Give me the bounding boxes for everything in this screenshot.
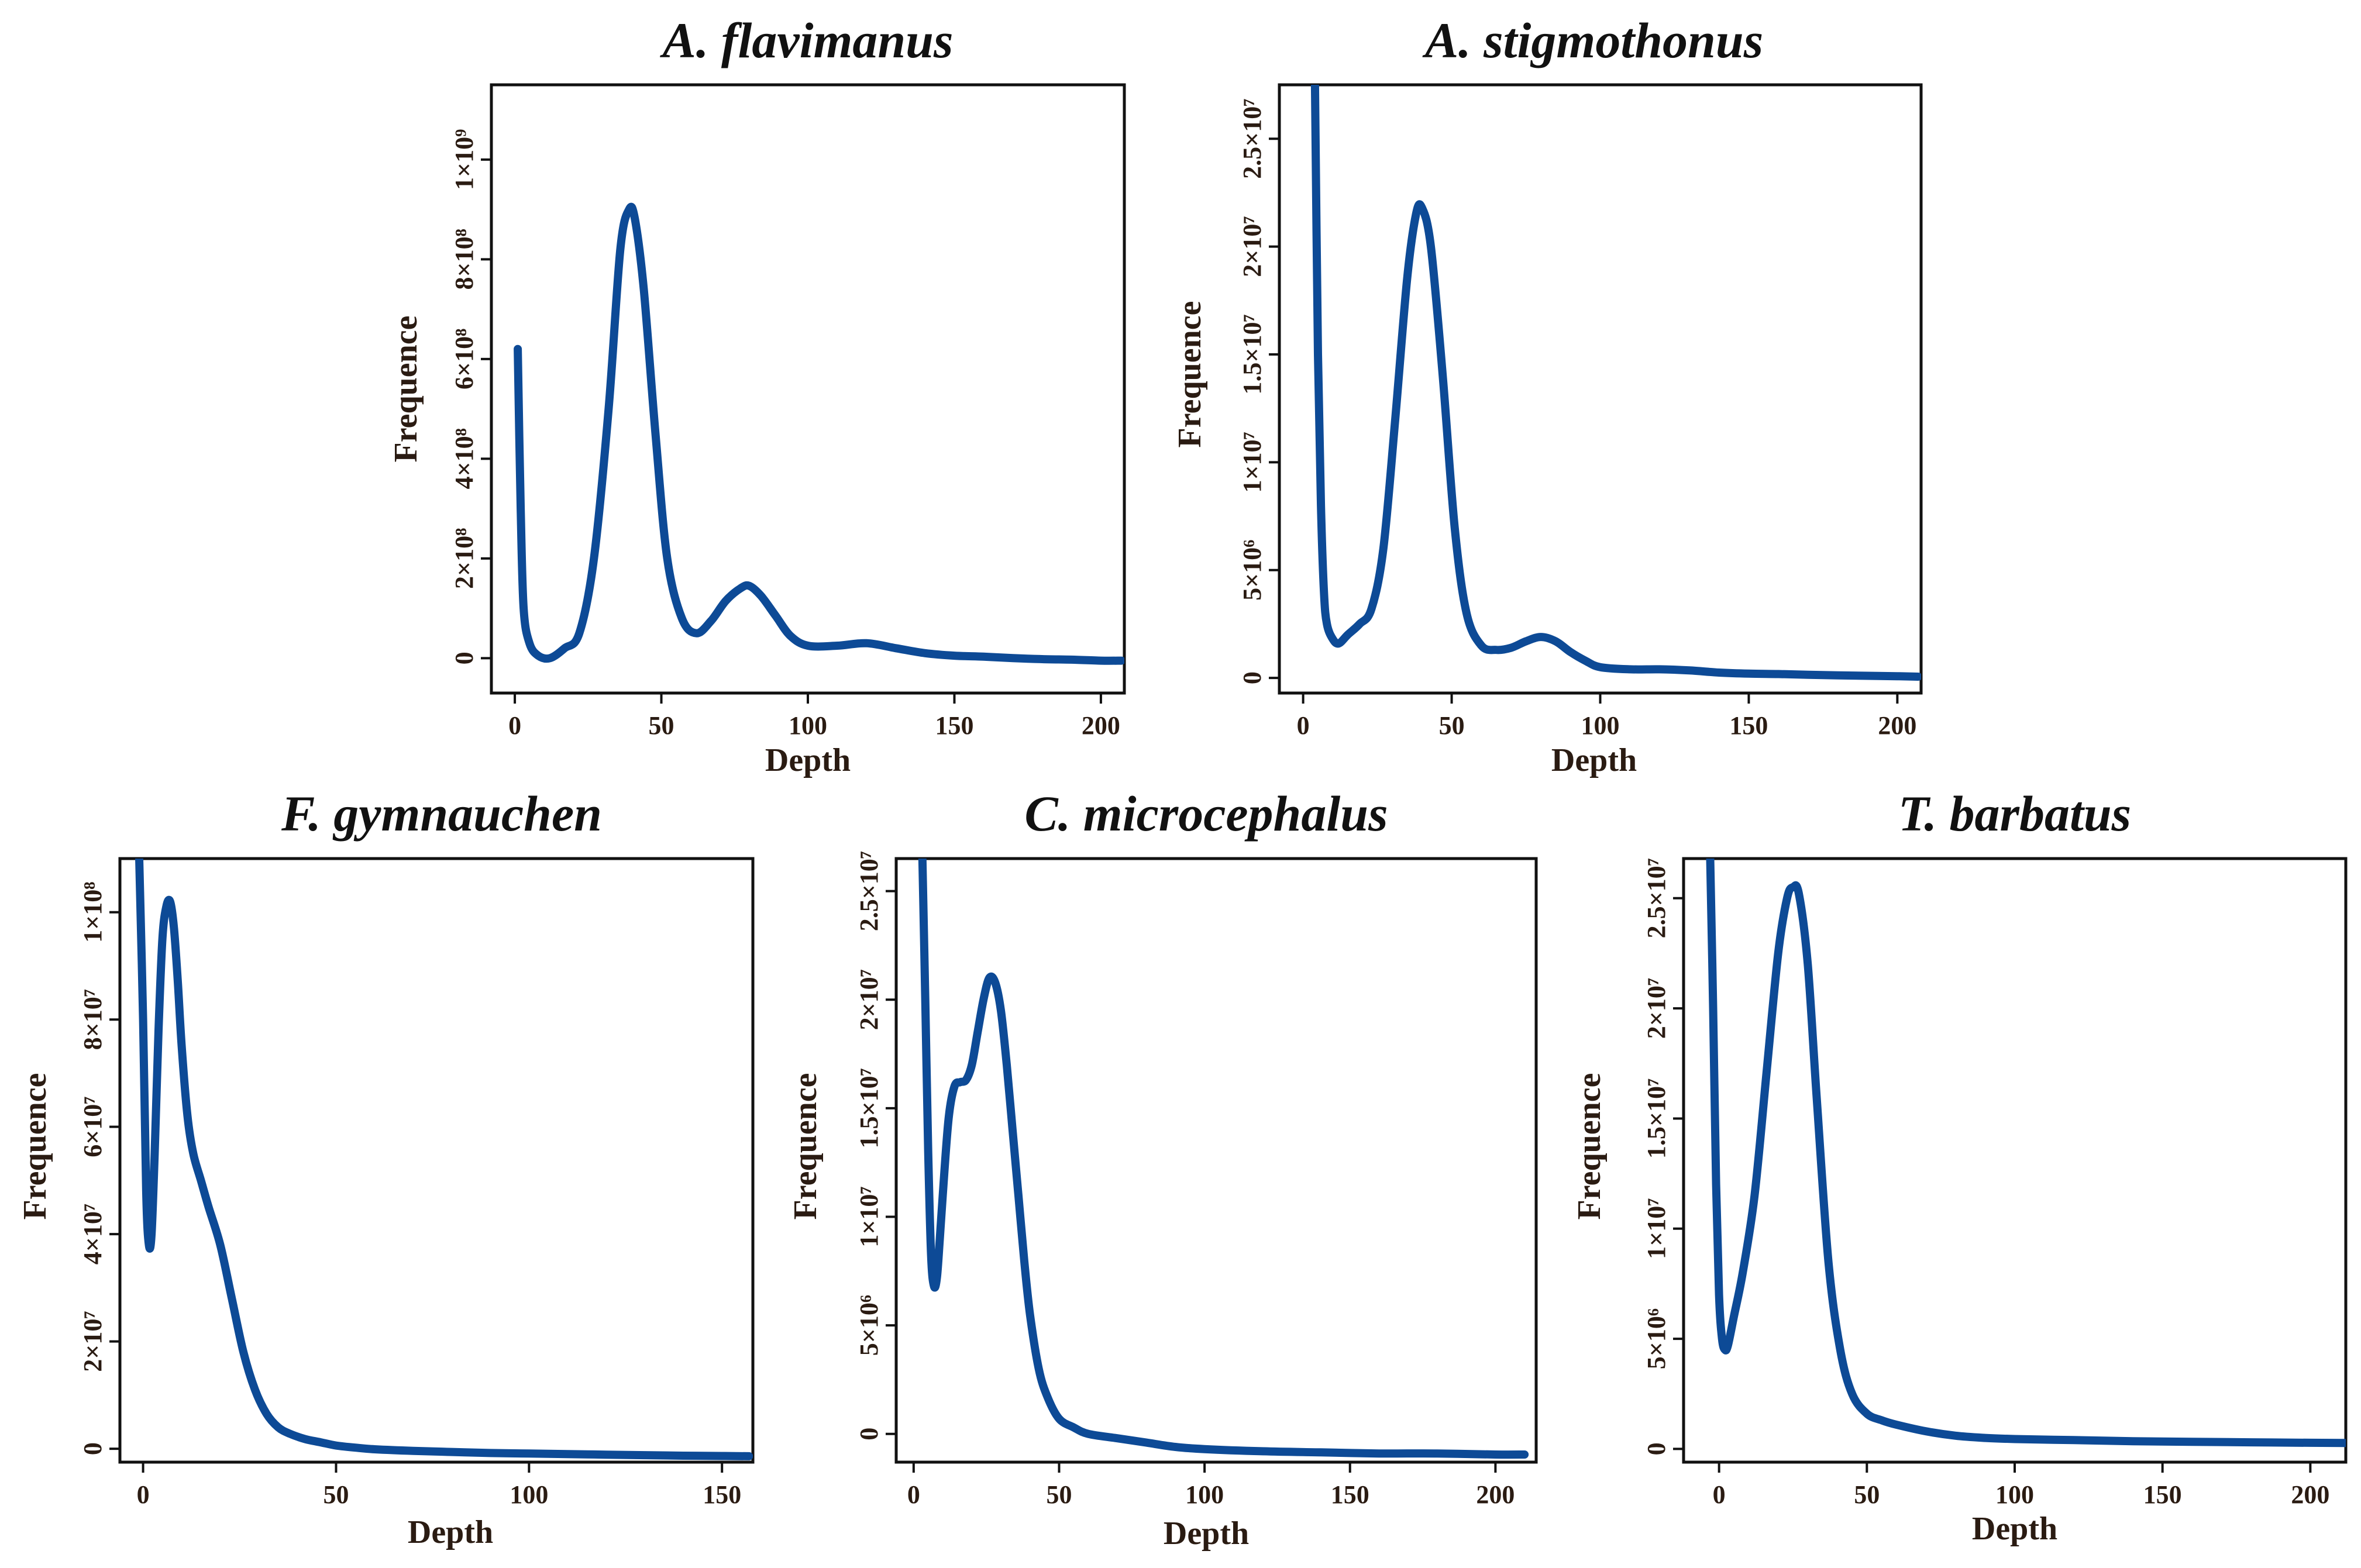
y-tick-label: 2×10⁷ <box>1642 978 1671 1039</box>
x-tick-label: 150 <box>1729 711 1768 740</box>
y-tick-label: 1×10⁸ <box>78 882 107 943</box>
y-tick-label: 1.5×10⁷ <box>1238 314 1266 394</box>
y-axis-label: Frequence <box>17 1073 53 1220</box>
y-axis-label: Frequence <box>1571 1073 1608 1220</box>
y-tick-label: 2.5×10⁷ <box>1238 99 1266 179</box>
y-tick-label: 0 <box>1238 671 1266 684</box>
x-tick-label: 200 <box>1082 711 1120 740</box>
x-tick-label: 50 <box>1439 711 1465 740</box>
y-tick-label: 8×10⁸ <box>450 229 479 290</box>
panel-title: A. stigmothonus <box>1422 12 1763 68</box>
y-axis-label: Frequence <box>388 316 424 463</box>
x-tick-label: 0 <box>508 711 521 740</box>
y-tick-label: 6×10⁸ <box>450 329 479 390</box>
y-axis-label: Frequence <box>787 1073 824 1220</box>
panel-microcephalus: C. microcephalus Depth Frequence 0 50 100 1… <box>787 785 1538 1552</box>
x-axis-label: Depth <box>1164 1515 1249 1552</box>
x-axis-label: Depth <box>1972 1511 2057 1547</box>
x-tick-label: 50 <box>1854 1480 1880 1509</box>
panel-flavimanus: A. flavimanus Depth Frequence 0 50 100 150 2… <box>388 12 1126 778</box>
y-tick-label: 2×10⁸ <box>450 528 479 589</box>
y-tick-label: 1×10⁷ <box>1238 432 1266 492</box>
x-tick-label: 100 <box>1581 711 1620 740</box>
x-tick-label: 100 <box>1995 1480 2034 1509</box>
y-tick-label: 0 <box>1642 1442 1671 1455</box>
x-tick-label: 200 <box>1476 1480 1515 1509</box>
y-tick-label: 5×10⁶ <box>1238 540 1266 601</box>
y-tick-label: 6×10⁷ <box>78 1097 107 1157</box>
y-tick-label: 2×10⁷ <box>78 1311 107 1371</box>
series-line <box>514 202 1124 665</box>
series-line <box>1310 85 1921 681</box>
y-tick-label: 0 <box>855 1428 883 1441</box>
y-tick-label: 2.5×10⁷ <box>1642 858 1671 938</box>
series-line <box>135 859 753 1460</box>
panel-gymnauchen: F. gymnauchen Depth Frequence 0 50 100 1500… <box>17 785 755 1550</box>
x-tick-label: 50 <box>649 711 674 740</box>
x-tick-label: 100 <box>510 1480 548 1509</box>
panel-title: C. microcephalus <box>1024 785 1388 842</box>
x-tick-label: 150 <box>703 1480 741 1509</box>
x-tick-label: 100 <box>1185 1480 1224 1509</box>
y-tick-label: 0 <box>450 652 479 664</box>
plot-frame <box>1682 857 2348 1464</box>
panel-barbatus: T. barbatus Depth Frequence 0 50 100 150 200… <box>1571 785 2348 1547</box>
axis-ticks: 0 50 100 150 0 2×10⁷ 4×10⁷ 6×10⁷ 8×10⁷ 1×10⁸ <box>78 882 741 1509</box>
x-tick-label: 100 <box>789 711 827 740</box>
y-tick-label: 5×10⁶ <box>1642 1308 1671 1369</box>
axis-ticks: 0 50 100 150 200 0 5×10⁶ 1×10⁷ 1.5×10⁷ 2×10⁷ 2.5×1… <box>1238 99 1916 740</box>
panel-stigmothonus: A. stigmothonus Depth Frequence 0 50 100 15… <box>1172 12 1923 778</box>
panel-title: T. barbatus <box>1898 785 2131 842</box>
axis-ticks: 0 50 100 150 200 0 5×10⁶ 1×10⁷ 1.5×10⁷ 2×10⁷ 2.5×1… <box>855 851 1515 1509</box>
y-tick-label: 8×10⁷ <box>78 989 107 1050</box>
x-axis-label: Depth <box>765 742 851 778</box>
axis-ticks: 0 50 100 150 200 0 2×10⁸ 4×10⁸ 6×10⁸ 8×10⁸ 1×10⁹ <box>450 129 1120 740</box>
x-axis-label: Depth <box>408 1514 493 1550</box>
plot-frame <box>894 857 1538 1464</box>
x-tick-label: 50 <box>323 1480 349 1509</box>
axis-ticks: 0 50 100 150 200 0 5×10⁶ 1×10⁷ 1.5×10⁷ 2×10⁷ 2.5×1… <box>1642 858 2329 1509</box>
x-tick-label: 0 <box>137 1480 150 1509</box>
series-line <box>918 859 1529 1459</box>
y-tick-label: 0 <box>78 1442 107 1455</box>
y-tick-label: 1.5×10⁷ <box>1642 1078 1671 1159</box>
x-tick-label: 0 <box>907 1480 920 1509</box>
x-tick-label: 50 <box>1046 1480 1072 1509</box>
panel-title: F. gymnauchen <box>281 785 602 842</box>
series-line <box>1706 859 2346 1448</box>
y-tick-label: 1×10⁷ <box>855 1186 883 1247</box>
y-tick-label: 2.5×10⁷ <box>855 851 883 931</box>
x-tick-label: 0 <box>1297 711 1310 740</box>
x-tick-label: 150 <box>1331 1480 1369 1509</box>
x-tick-label: 150 <box>935 711 973 740</box>
y-tick-label: 2×10⁷ <box>855 969 883 1030</box>
x-tick-label: 200 <box>2291 1480 2329 1509</box>
y-tick-label: 4×10⁸ <box>450 428 479 489</box>
y-tick-label: 1.5×10⁷ <box>855 1068 883 1148</box>
y-tick-label: 2×10⁷ <box>1238 216 1266 277</box>
y-tick-label: 1×10⁷ <box>1642 1198 1671 1259</box>
x-axis-label: Depth <box>1551 742 1637 778</box>
y-tick-label: 4×10⁷ <box>78 1204 107 1264</box>
y-tick-label: 5×10⁶ <box>855 1295 883 1356</box>
plot-frame <box>118 857 755 1464</box>
y-axis-label: Frequence <box>1172 301 1208 448</box>
x-tick-label: 150 <box>2143 1480 2182 1509</box>
panel-title: A. flavimanus <box>660 12 954 68</box>
x-tick-label: 200 <box>1878 711 1916 740</box>
x-tick-label: 0 <box>1713 1480 1726 1509</box>
y-tick-label: 1×10⁹ <box>450 129 479 190</box>
